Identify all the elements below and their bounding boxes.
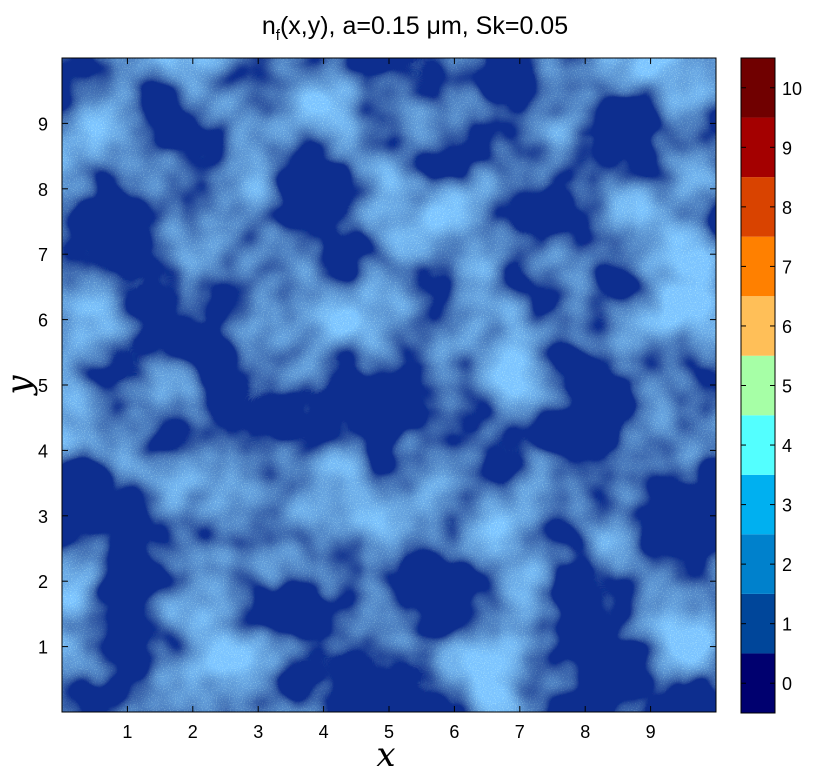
colorbar-segment-2	[741, 534, 775, 594]
colorbar-tick-label-9: 9	[782, 138, 792, 158]
y-tick-label-6: 6	[38, 311, 48, 331]
colorbar-segment-1	[741, 593, 775, 654]
y-tick-label-5: 5	[38, 376, 48, 396]
title-prefix: n	[261, 12, 276, 40]
colorbar-tick-label-4: 4	[782, 436, 792, 456]
x-axis-ticks: 1 2 3 4 5 6 7 8 9	[122, 58, 656, 742]
x-tick-label-2: 2	[188, 722, 198, 742]
colorbar-segment-3	[741, 474, 775, 535]
y-axis-ticks: 1 2 3 4 5 6 7 8 9	[38, 114, 716, 658]
colorbar-tick-label-1: 1	[782, 615, 792, 635]
y-tick-label-1: 1	[38, 638, 48, 658]
y-axis-label: y	[0, 375, 39, 397]
colorbar-segment-5	[741, 355, 775, 416]
y-tick-label-4: 4	[38, 441, 48, 461]
y-tick-label-2: 2	[38, 572, 48, 592]
colorbar-tick-label-6: 6	[782, 317, 792, 337]
x-axis-label: x	[376, 735, 395, 773]
colorbar-tick-label-10: 10	[782, 79, 802, 99]
colorbar-tick-label-7: 7	[782, 257, 792, 277]
colorbar-segment-0	[741, 653, 775, 713]
colorbar: 0 1 2 3 4 5 6 7 8 9 10	[740, 57, 802, 714]
title-subscript: f	[275, 27, 280, 44]
x-tick-label-4: 4	[319, 722, 329, 742]
x-tick-label-8: 8	[580, 722, 590, 742]
colorbar-segment-7	[741, 236, 775, 297]
colorbar-tick-label-0: 0	[782, 674, 792, 694]
x-tick-label-1: 1	[122, 722, 132, 742]
x-tick-label-5: 5	[384, 722, 394, 742]
title-rest: (x,y), a=0.15 μm, Sk=0.05	[279, 12, 569, 40]
x-tick-label-9: 9	[646, 722, 656, 742]
y-tick-label-9: 9	[38, 114, 48, 134]
colorbar-segment-10	[741, 58, 775, 118]
y-tick-label-3: 3	[38, 507, 48, 527]
colorbar-tick-label-5: 5	[782, 377, 792, 397]
colorbar-tick-label-8: 8	[782, 198, 792, 218]
colorbar-segment-9	[741, 117, 775, 178]
x-tick-label-6: 6	[449, 722, 459, 742]
colorbar-segment-4	[741, 415, 775, 475]
x-tick-label-7: 7	[515, 722, 525, 742]
colorbar-segment-8	[741, 177, 775, 237]
colorbar-tick-label-2: 2	[782, 555, 792, 575]
x-tick-label-3: 3	[253, 722, 263, 742]
colorbar-segment-6	[741, 296, 775, 356]
y-tick-label-8: 8	[38, 180, 48, 200]
colorbar-tick-label-3: 3	[782, 496, 792, 516]
chart-title: nf(x,y), a=0.15 μm, Sk=0.05	[0, 12, 830, 44]
heatmap-plot-area	[61, 57, 717, 713]
heatmap-field	[62, 58, 716, 712]
y-tick-label-7: 7	[38, 245, 48, 265]
